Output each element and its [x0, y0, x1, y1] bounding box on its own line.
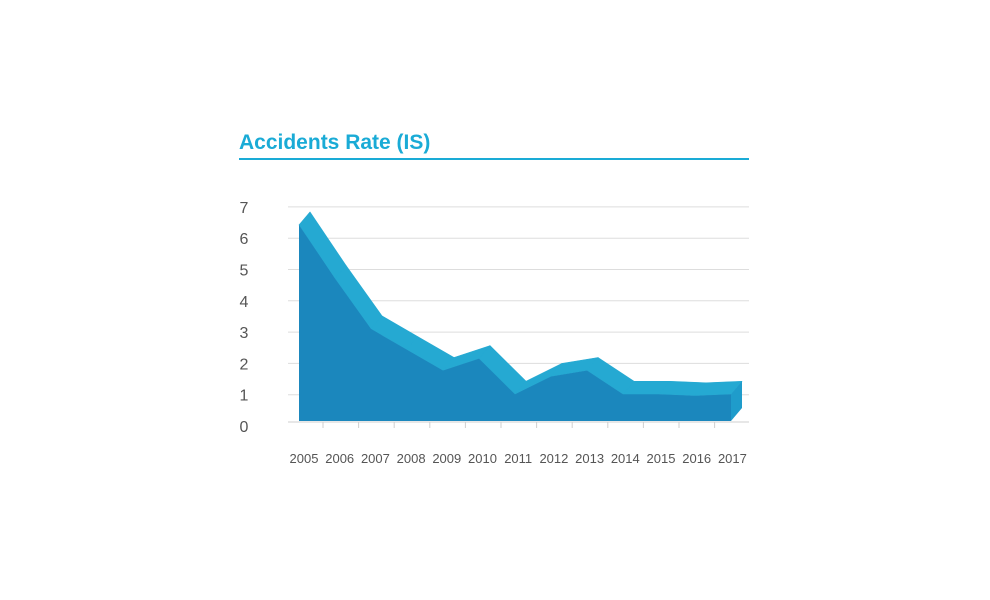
x-tick-label: 2008 [397, 451, 426, 466]
area-side-face [731, 381, 742, 421]
area-series [298, 211, 743, 421]
x-tick-label: 2013 [575, 451, 604, 466]
x-tick-label: 2012 [539, 451, 568, 466]
x-tick-label: 2006 [325, 451, 354, 466]
tick-labels: 0 1 2 3 4 5 6 7 2005 2006 2007 2008 2009 2010 2011 2012… [240, 200, 747, 466]
y-tick-label: 6 [240, 231, 249, 248]
y-tick-label: 0 [240, 419, 249, 436]
area-front-face [299, 224, 731, 421]
y-tick-label: 1 [240, 388, 249, 405]
x-tick-label: 2005 [290, 451, 319, 466]
x-tick-label: 2014 [611, 451, 640, 466]
axes [288, 421, 749, 428]
y-tick-label: 7 [240, 200, 249, 217]
y-tick-label: 2 [240, 356, 249, 373]
x-tick-label: 2016 [682, 451, 711, 466]
x-tick-label: 2015 [647, 451, 676, 466]
x-tick-label: 2009 [432, 451, 461, 466]
x-tick-label: 2017 [718, 451, 747, 466]
y-tick-label: 5 [240, 263, 249, 280]
y-tick-label: 3 [240, 325, 249, 342]
chart-title: Accidents Rate (IS) [239, 131, 431, 154]
title-underline [239, 158, 749, 160]
y-tick-label: 4 [240, 294, 249, 311]
x-tick-label: 2007 [361, 451, 390, 466]
x-tick-label: 2010 [468, 451, 497, 466]
x-tick-label: 2011 [504, 451, 532, 466]
